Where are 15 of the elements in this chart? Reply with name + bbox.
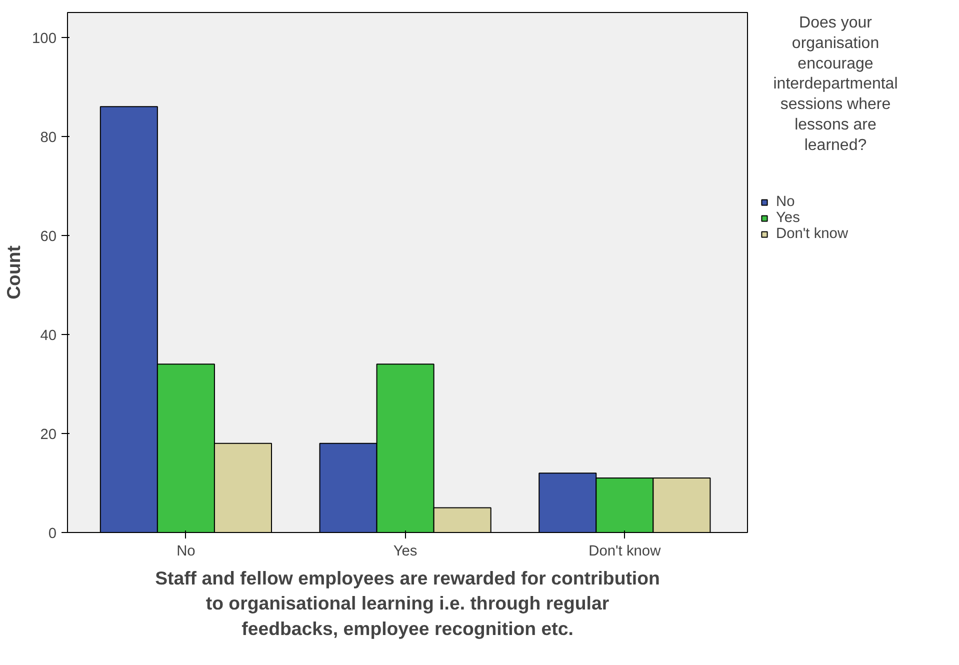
legend-label: Yes [776, 210, 800, 226]
y-tick-label: 0 [48, 526, 57, 542]
y-tick-label: 100 [32, 30, 57, 47]
y-tick-label: 80 [40, 130, 57, 146]
y-tick-label: 20 [40, 426, 57, 443]
x-tick-label: Yes [393, 544, 418, 560]
x-axis-title: Staff and fellow employees are rewarded for contribution to organisational learning i.e. through regular feedbacks, employee recognition etc. [155, 568, 660, 639]
y-axis-title: Count [3, 246, 24, 300]
x-tick-label: No [176, 544, 196, 560]
y-tick-label: 60 [40, 228, 57, 245]
legend-title: Does your organisation encourage interdepartmental sessions where lessons are learned? [773, 14, 898, 154]
y-tick-label: 40 [40, 328, 57, 344]
legend-label: No [776, 194, 796, 210]
x-tick-label: Don't know [588, 544, 662, 560]
legend-label: Don't know [776, 226, 848, 242]
